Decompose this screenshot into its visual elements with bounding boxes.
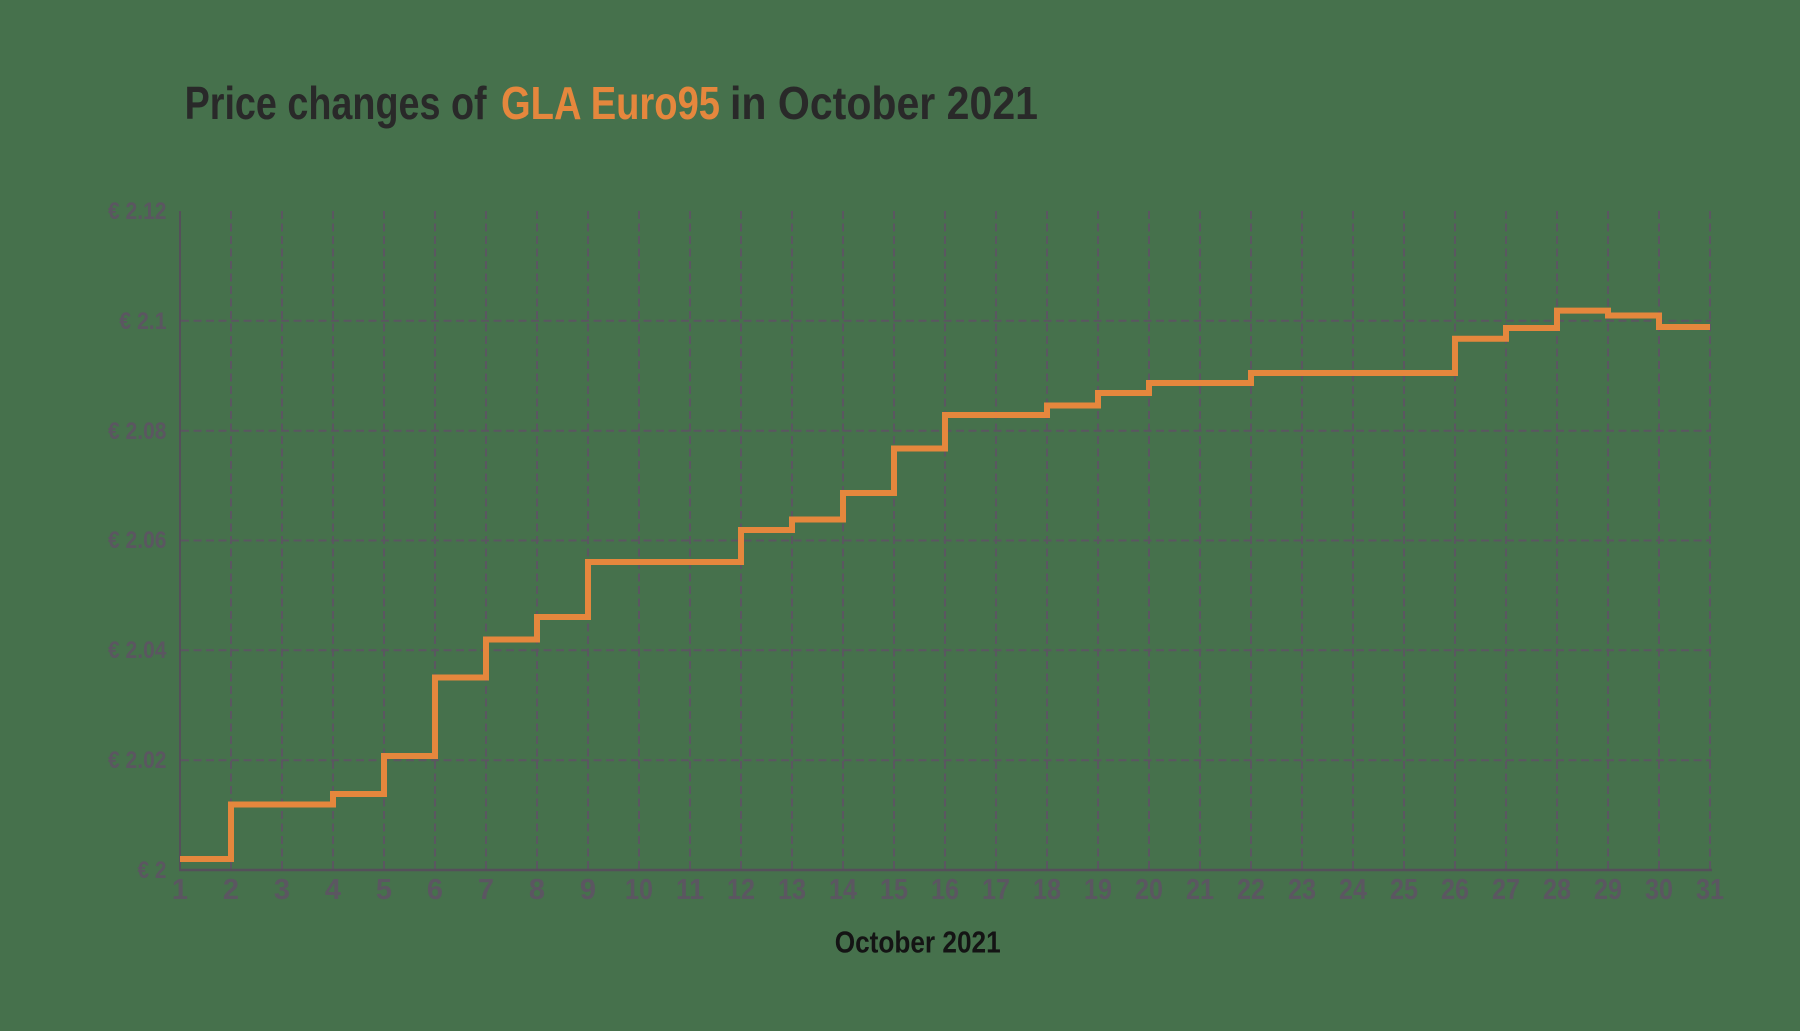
svg-text:€ 2: € 2 <box>138 857 167 884</box>
svg-text:22: 22 <box>1237 874 1265 906</box>
svg-text:20: 20 <box>1135 874 1163 906</box>
svg-text:29: 29 <box>1594 874 1622 906</box>
svg-text:15: 15 <box>880 874 908 906</box>
svg-text:21: 21 <box>1186 874 1214 906</box>
svg-text:€ 2.08: € 2.08 <box>108 418 167 445</box>
svg-text:6: 6 <box>427 874 443 906</box>
svg-text:14: 14 <box>829 874 857 906</box>
svg-text:25: 25 <box>1390 874 1418 906</box>
svg-text:19: 19 <box>1084 874 1112 906</box>
svg-text:10: 10 <box>625 874 653 906</box>
svg-text:€ 2.06: € 2.06 <box>108 527 167 554</box>
svg-text:27: 27 <box>1492 874 1520 906</box>
svg-text:€ 2.02: € 2.02 <box>108 747 167 774</box>
svg-text:30: 30 <box>1645 874 1673 906</box>
svg-text:1: 1 <box>172 874 188 906</box>
svg-text:4: 4 <box>325 874 341 906</box>
svg-text:12: 12 <box>727 874 755 906</box>
svg-text:Price changes of: Price changes of <box>185 77 487 129</box>
svg-text:3: 3 <box>274 874 290 906</box>
svg-text:23: 23 <box>1288 874 1316 906</box>
svg-text:2: 2 <box>223 874 239 906</box>
svg-text:11: 11 <box>676 874 704 906</box>
svg-text:€ 2.12: € 2.12 <box>108 198 167 225</box>
svg-text:26: 26 <box>1441 874 1469 906</box>
svg-text:October 2021: October 2021 <box>835 925 1001 960</box>
svg-text:€ 2.1: € 2.1 <box>119 308 166 335</box>
svg-text:8: 8 <box>529 874 545 906</box>
svg-text:9: 9 <box>580 874 596 906</box>
svg-text:7: 7 <box>478 874 494 906</box>
svg-text:5: 5 <box>376 874 392 906</box>
svg-text:13: 13 <box>778 874 806 906</box>
svg-text:24: 24 <box>1339 874 1367 906</box>
svg-text:€ 2.04: € 2.04 <box>108 637 167 664</box>
svg-text:in October 2021: in October 2021 <box>730 77 1038 129</box>
svg-text:18: 18 <box>1033 874 1061 906</box>
svg-text:GLA Euro95: GLA Euro95 <box>501 77 720 129</box>
svg-text:17: 17 <box>982 874 1010 906</box>
svg-text:28: 28 <box>1543 874 1571 906</box>
svg-text:16: 16 <box>931 874 959 906</box>
svg-text:31: 31 <box>1696 874 1724 906</box>
